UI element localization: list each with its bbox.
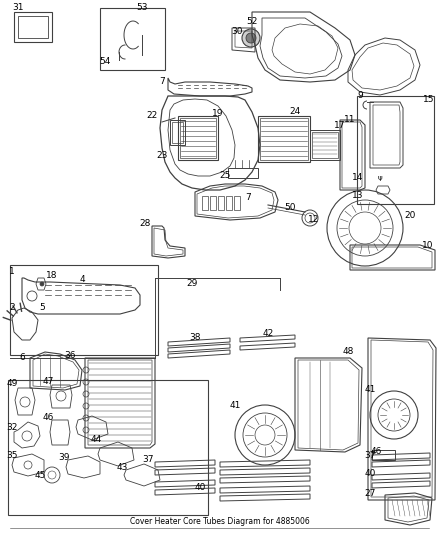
Text: 37: 37 bbox=[364, 451, 375, 461]
Bar bbox=[18, 16, 48, 38]
Text: 7: 7 bbox=[244, 193, 250, 203]
Text: 49: 49 bbox=[6, 379, 18, 389]
Text: 20: 20 bbox=[403, 212, 415, 221]
Text: 17: 17 bbox=[333, 122, 345, 131]
Text: 45: 45 bbox=[34, 471, 46, 480]
Text: 22: 22 bbox=[146, 111, 157, 120]
Text: 53: 53 bbox=[136, 3, 148, 12]
Text: 36: 36 bbox=[64, 351, 76, 360]
Text: 35: 35 bbox=[6, 450, 18, 459]
Text: 41: 41 bbox=[364, 385, 375, 394]
Text: 24: 24 bbox=[289, 108, 300, 117]
Text: 41: 41 bbox=[229, 401, 240, 410]
Text: 13: 13 bbox=[351, 190, 363, 199]
Text: 46: 46 bbox=[42, 414, 53, 423]
Text: 38: 38 bbox=[189, 334, 200, 343]
Text: 6: 6 bbox=[19, 353, 25, 362]
Text: 37: 37 bbox=[142, 456, 153, 464]
Text: 54: 54 bbox=[99, 58, 110, 67]
Text: 32: 32 bbox=[6, 424, 18, 432]
Text: 39: 39 bbox=[58, 454, 70, 463]
Text: 10: 10 bbox=[421, 240, 433, 249]
Text: 43: 43 bbox=[116, 463, 127, 472]
Text: 14: 14 bbox=[352, 174, 363, 182]
Text: Cover Heater Core Tubes Diagram for 4885006: Cover Heater Core Tubes Diagram for 4885… bbox=[129, 517, 309, 526]
Text: 27: 27 bbox=[364, 489, 375, 497]
Circle shape bbox=[245, 33, 255, 43]
Bar bbox=[14, 12, 52, 42]
Text: 1: 1 bbox=[9, 268, 15, 277]
Text: 19: 19 bbox=[212, 109, 223, 118]
Text: 18: 18 bbox=[46, 271, 58, 279]
Text: 47: 47 bbox=[42, 377, 53, 386]
Text: 4: 4 bbox=[79, 276, 85, 285]
Bar bbox=[356, 96, 433, 204]
Text: 40: 40 bbox=[364, 469, 375, 478]
Text: 12: 12 bbox=[307, 215, 319, 224]
Text: 42: 42 bbox=[262, 329, 273, 338]
Bar bbox=[8, 380, 208, 515]
Text: 11: 11 bbox=[343, 116, 355, 125]
Text: 52: 52 bbox=[246, 18, 257, 27]
Bar bbox=[100, 8, 165, 70]
Text: 9: 9 bbox=[356, 91, 362, 100]
Text: 48: 48 bbox=[342, 348, 353, 357]
Text: 40: 40 bbox=[194, 483, 205, 492]
Text: 25: 25 bbox=[219, 172, 230, 181]
Text: 2: 2 bbox=[9, 303, 15, 312]
Text: 44: 44 bbox=[90, 435, 101, 445]
Text: 5: 5 bbox=[39, 303, 45, 312]
Text: 31: 31 bbox=[12, 4, 24, 12]
Text: 15: 15 bbox=[422, 95, 434, 104]
Text: 50: 50 bbox=[283, 203, 295, 212]
Text: 28: 28 bbox=[139, 220, 150, 229]
Text: ψ: ψ bbox=[377, 175, 381, 181]
Circle shape bbox=[241, 29, 259, 47]
Circle shape bbox=[40, 282, 44, 286]
Text: 30: 30 bbox=[231, 28, 242, 36]
Text: 23: 23 bbox=[156, 151, 167, 160]
Bar bbox=[10, 265, 158, 355]
Text: 46: 46 bbox=[370, 448, 381, 456]
Text: 29: 29 bbox=[186, 279, 197, 288]
Text: 7: 7 bbox=[159, 77, 165, 86]
